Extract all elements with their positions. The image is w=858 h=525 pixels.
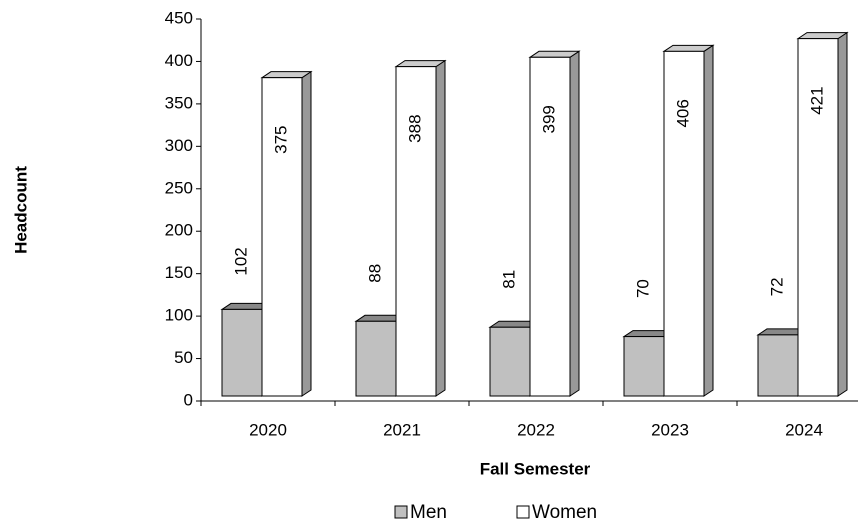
y-tick-label: 200 bbox=[165, 221, 193, 240]
data-label: 421 bbox=[807, 86, 826, 114]
bar bbox=[528, 50, 581, 397]
y-tick-label: 300 bbox=[165, 136, 193, 155]
y-tick-label: 0 bbox=[184, 390, 193, 409]
legend-label: Women bbox=[532, 502, 597, 523]
bar-face bbox=[796, 32, 849, 40]
data-label: 406 bbox=[673, 99, 692, 127]
bar-face bbox=[797, 38, 839, 397]
x-axis-title: Fall Semester bbox=[480, 459, 591, 478]
bar-face bbox=[662, 44, 715, 52]
y-tick-label: 450 bbox=[165, 8, 193, 27]
bar-face bbox=[757, 334, 799, 397]
bar-face bbox=[355, 320, 397, 397]
data-label: 72 bbox=[767, 277, 786, 296]
legend-swatch bbox=[516, 505, 530, 519]
bar-face bbox=[623, 336, 665, 397]
x-tick-label: 2024 bbox=[785, 420, 823, 439]
bar-face bbox=[703, 44, 714, 397]
bar bbox=[662, 44, 715, 397]
data-label: 81 bbox=[499, 270, 518, 289]
data-label: 70 bbox=[633, 279, 652, 298]
bar bbox=[796, 31, 849, 397]
data-label: 399 bbox=[539, 105, 558, 133]
data-label: 88 bbox=[365, 264, 384, 283]
data-label: 102 bbox=[231, 247, 250, 275]
y-tick-label: 400 bbox=[165, 51, 193, 70]
bar-face bbox=[489, 326, 531, 397]
data-label: 388 bbox=[405, 114, 424, 142]
bar-face bbox=[301, 70, 312, 397]
y-tick-label: 50 bbox=[174, 348, 193, 367]
y-tick-label: 100 bbox=[165, 306, 193, 325]
y-tick-label: 150 bbox=[165, 263, 193, 282]
x-tick-label: 2023 bbox=[651, 420, 689, 439]
bar-face bbox=[569, 50, 580, 397]
legend-swatch bbox=[394, 505, 408, 519]
legend-label: Men bbox=[410, 502, 447, 523]
y-axis-title: Headcount bbox=[11, 166, 30, 254]
x-tick-label: 2021 bbox=[383, 420, 421, 439]
bar-face bbox=[221, 308, 263, 397]
bar-face bbox=[528, 50, 581, 58]
data-label: 375 bbox=[271, 125, 290, 153]
bar-face bbox=[261, 77, 303, 397]
x-tick-label: 2022 bbox=[517, 420, 555, 439]
bar-face bbox=[394, 60, 447, 68]
bar-face bbox=[395, 66, 437, 397]
bar bbox=[394, 59, 447, 397]
y-tick-label: 350 bbox=[165, 93, 193, 112]
x-tick-label: 2020 bbox=[249, 420, 287, 439]
bar-face bbox=[663, 50, 705, 397]
bar-face bbox=[260, 71, 313, 79]
bar-face bbox=[529, 56, 571, 397]
bar-face bbox=[435, 59, 446, 397]
bar-face bbox=[837, 31, 848, 397]
y-tick-label: 250 bbox=[165, 178, 193, 197]
bar bbox=[260, 70, 313, 397]
